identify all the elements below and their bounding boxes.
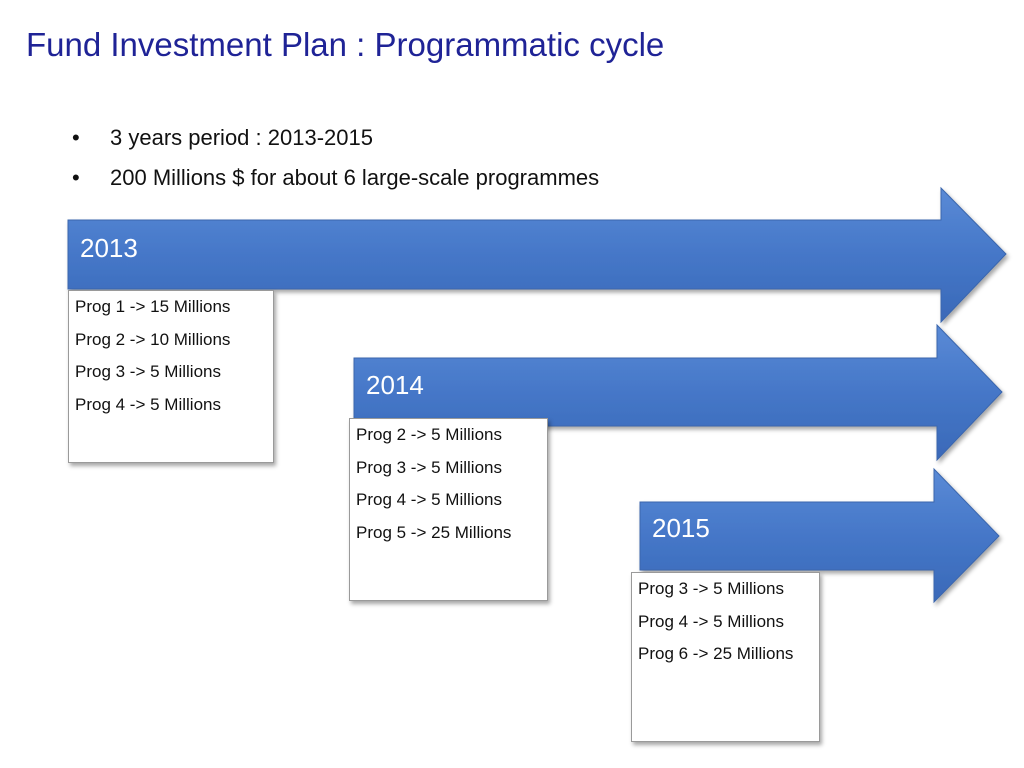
programme-box-2015: Prog 3 -> 5 Millions Prog 4 -> 5 Million… bbox=[631, 572, 820, 742]
programme-item: Prog 3 -> 5 Millions bbox=[356, 457, 502, 477]
programme-box-2014: Prog 2 -> 5 Millions Prog 3 -> 5 Million… bbox=[349, 418, 548, 601]
programme-item: Prog 3 -> 5 Millions bbox=[638, 579, 784, 598]
bullet-list: • 3 years period : 2013-2015 • 200 Milli… bbox=[72, 120, 599, 200]
year-arrow-2013 bbox=[67, 186, 1007, 324]
programme-item: Prog 1 -> 15 Millions bbox=[75, 297, 231, 316]
programme-item: Prog 5 -> 25 Millions bbox=[356, 522, 512, 542]
bullet-item: • 200 Millions $ for about 6 large-scale… bbox=[72, 160, 599, 200]
programme-item: Prog 4 -> 5 Millions bbox=[638, 611, 784, 631]
slide-title: Fund Investment Plan : Programmatic cycl… bbox=[26, 26, 665, 63]
programme-item: Prog 4 -> 5 Millions bbox=[356, 490, 502, 509]
bullet-dot-icon: • bbox=[72, 125, 80, 150]
programme-item: Prog 2 -> 5 Millions bbox=[356, 425, 502, 444]
year-label-2014: 2014 bbox=[366, 370, 424, 400]
bullet-item: • 3 years period : 2013-2015 bbox=[72, 120, 599, 160]
year-arrow-2015 bbox=[639, 467, 1000, 604]
bullet-text: 3 years period : 2013-2015 bbox=[110, 125, 373, 150]
programme-item: Prog 4 -> 5 Millions bbox=[75, 394, 221, 414]
bullet-text: 200 Millions $ for about 6 large-scale p… bbox=[110, 165, 600, 190]
programme-box-2013: Prog 1 -> 15 Millions Prog 2 -> 10 Milli… bbox=[68, 290, 274, 463]
year-label-2013: 2013 bbox=[80, 233, 138, 263]
programme-item: Prog 6 -> 25 Millions bbox=[638, 644, 794, 663]
programme-item: Prog 2 -> 10 Millions bbox=[75, 329, 231, 349]
year-label-2015: 2015 bbox=[652, 513, 710, 543]
bullet-dot-icon: • bbox=[72, 165, 80, 190]
programme-item: Prog 3 -> 5 Millions bbox=[75, 362, 221, 381]
